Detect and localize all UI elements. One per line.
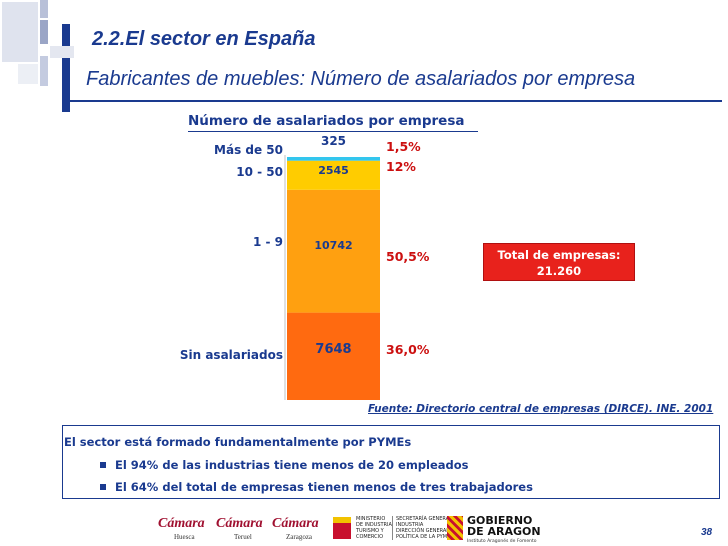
summary-title: El sector está formado fundamentalmente … <box>64 435 412 449</box>
bar-segment <box>287 189 380 313</box>
category-label: 10 - 50 <box>236 165 283 180</box>
gobierno-aragon-logo: GOBIERNO DE ARAGON <box>467 514 541 538</box>
bullet-text: El 64% del total de empresas tienen meno… <box>115 480 533 494</box>
section-title: 2.2.El sector en España <box>92 28 316 50</box>
aragon-flag-icon <box>447 516 463 540</box>
bullet-square-icon <box>100 461 106 468</box>
category-label: Sin asalariados <box>179 348 283 363</box>
summary-bullet: El 94% de las industrias tiene menos de … <box>100 458 469 472</box>
percentage-label: 36,0% <box>386 342 430 358</box>
chart-title: Número de asalariados por empresa <box>188 113 465 129</box>
total-value: 21.260 <box>536 264 582 278</box>
slide-title: Fabricantes de muebles: Número de asalar… <box>86 68 636 90</box>
camara-huesca-sub: Huesca <box>174 533 195 541</box>
camara-teruel-logo: Cámara <box>216 516 263 531</box>
percentage-label: 50,5% <box>386 249 430 265</box>
secretaria-text: SECRETARÍA GENERAL DE INDUSTRIA DIRECCIÓN … <box>392 516 461 540</box>
bar-stack <box>287 157 380 400</box>
bar-segment <box>287 312 380 400</box>
camara-zaragoza-logo: Cámara <box>272 516 319 531</box>
camara-teruel-sub: Teruel <box>234 533 252 541</box>
chart-title-underline <box>188 131 478 132</box>
bar-segment <box>287 160 380 190</box>
data-label: 10742 <box>314 239 353 253</box>
title-divider <box>62 100 722 102</box>
total-label: Total de empresas: <box>497 248 621 262</box>
gobierno-sub: Instituto Aragonés de Fomento <box>467 539 537 544</box>
total-companies-box: Total de empresas: 21.260 <box>483 243 635 281</box>
bullet-square-icon <box>100 483 106 490</box>
data-label: 325 <box>320 133 347 148</box>
ministry-emblem-icon <box>333 517 351 539</box>
category-label: Más de 50 <box>214 142 283 157</box>
percentage-label: 1,5% <box>386 138 421 154</box>
camara-zaragoza-sub: Zaragoza <box>286 533 313 541</box>
category-label: 1 - 9 <box>252 235 283 250</box>
camara-huesca-logo: Cámara <box>158 516 205 531</box>
data-label: 2545 <box>318 164 349 178</box>
percentage-label: 12% <box>386 159 416 175</box>
summary-bullet: El 64% del total de empresas tienen meno… <box>100 480 533 494</box>
data-label: 7648 <box>315 342 352 358</box>
ministry-text: MINISTERIO DE INDUSTRIA, TURISMO Y COMERCIO <box>356 516 394 540</box>
bar-segment <box>287 157 380 161</box>
source-note: Fuente: Directorio central de empresas (… <box>368 403 714 415</box>
bullet-text: El 94% de las industrias tiene menos de … <box>115 458 469 472</box>
page-number: 38 <box>701 527 713 538</box>
summary-box <box>62 425 720 499</box>
